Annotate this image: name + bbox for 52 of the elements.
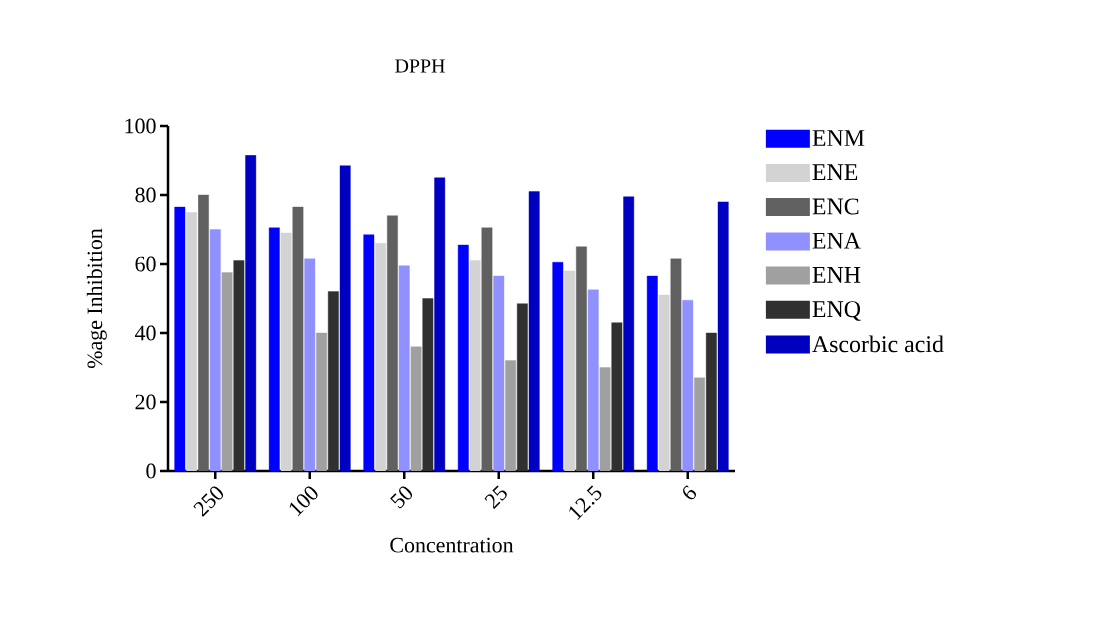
bar — [410, 346, 422, 471]
bar — [717, 201, 729, 471]
bar — [327, 291, 339, 471]
x-tick-label: 50 — [390, 486, 413, 509]
bar — [658, 294, 670, 471]
bar — [245, 155, 257, 471]
bar — [623, 196, 635, 471]
x-tick-label: 250 — [193, 486, 224, 517]
legend-label: ENQ — [812, 301, 861, 321]
bar — [434, 177, 446, 471]
bar — [186, 212, 198, 471]
y-axis-title: %age Inhibition — [86, 228, 107, 369]
legend-label: ENA — [812, 232, 861, 249]
bar — [221, 272, 233, 471]
bar — [528, 191, 540, 471]
bar — [316, 332, 327, 471]
bar — [422, 298, 434, 471]
bar — [670, 258, 682, 471]
y-tick-label: 80 — [135, 187, 156, 203]
legend-label: ENC — [812, 198, 859, 215]
bar — [576, 246, 587, 471]
bar — [564, 270, 576, 471]
bar — [339, 165, 351, 471]
bar — [375, 243, 387, 471]
bar — [516, 303, 528, 471]
x-tick-label: 12.5 — [569, 485, 602, 520]
bar — [611, 322, 623, 471]
chart-title: DPPH — [395, 59, 445, 73]
x-tick-label: 100 — [289, 486, 318, 517]
x-tick-label: 6 — [683, 485, 697, 500]
legend-label: ENH — [812, 267, 861, 283]
x-axis-title: Concentration — [390, 537, 514, 553]
bar — [387, 215, 398, 471]
y-tick-label: 100 — [125, 118, 156, 134]
y-tick-label: 40 — [134, 325, 156, 341]
x-tick-label: 25 — [484, 485, 507, 510]
bar — [280, 232, 292, 471]
bar — [705, 332, 717, 471]
bar — [481, 227, 493, 471]
legend-label: ENM — [812, 130, 865, 146]
legend-label: ENE — [812, 164, 858, 180]
legend-label: Ascorbic acid — [812, 335, 944, 353]
y-tick-label: 0 — [146, 463, 156, 479]
bar — [292, 206, 304, 471]
y-tick-label: 20 — [135, 394, 156, 410]
y-tick-label: 60 — [135, 256, 156, 272]
bar — [469, 260, 481, 471]
bar — [599, 367, 611, 471]
bar — [505, 360, 516, 471]
bar — [198, 194, 209, 471]
bar — [233, 260, 245, 471]
bar — [694, 377, 705, 471]
